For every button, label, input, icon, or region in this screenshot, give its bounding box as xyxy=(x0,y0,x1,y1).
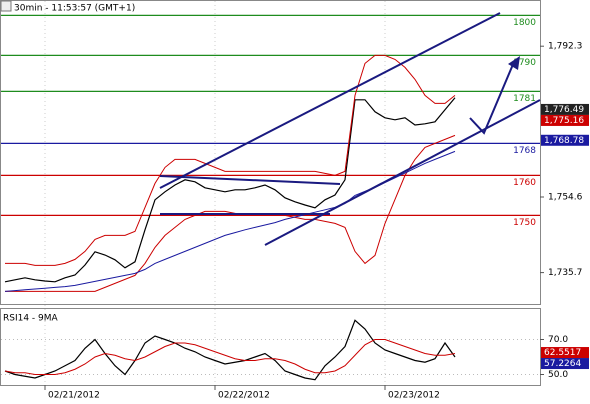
x-tick-label: 02/23/2012 xyxy=(388,391,440,401)
rsi-panel xyxy=(0,308,541,386)
x-tick-label: 02/21/2012 xyxy=(48,391,100,401)
price-tag-label: 1,768.78 xyxy=(544,136,584,146)
price-tag-label: 1,776.49 xyxy=(544,105,584,115)
y-tick-label: 1,754.6 xyxy=(548,193,583,203)
price-tag-label: 1,775.16 xyxy=(544,116,584,126)
y-tick-label: 1,735.7 xyxy=(548,268,582,278)
y-tick-label: 70.0 xyxy=(548,335,568,345)
trendline xyxy=(159,175,341,185)
arrow xyxy=(469,61,515,135)
level-label: 1800 xyxy=(513,18,536,28)
price-tag-label: 62.5517 xyxy=(544,348,581,358)
series-line xyxy=(4,319,456,381)
level-label: 1768 xyxy=(513,146,536,156)
price-tag xyxy=(541,358,589,370)
price-tag xyxy=(541,134,589,146)
series-line xyxy=(5,134,456,292)
price-tag xyxy=(541,103,589,115)
series-line xyxy=(4,339,456,375)
y-tick-label: 1,792.3 xyxy=(548,42,582,52)
price-tag xyxy=(541,347,589,359)
trendline xyxy=(159,12,501,189)
header-title: 30min - 11:53:57 (GMT+1) xyxy=(14,4,135,14)
price-tag-label: 57.2264 xyxy=(544,359,581,369)
trendline xyxy=(264,99,541,246)
level-label: 1790 xyxy=(513,58,536,68)
rsi-title: RSI14 - 9MA xyxy=(3,314,59,324)
arrow-head xyxy=(508,56,520,70)
y-tick-label: 50.0 xyxy=(548,370,568,380)
level-label: 1781 xyxy=(513,94,536,104)
series-line xyxy=(4,97,456,283)
series-line xyxy=(5,54,456,266)
icon xyxy=(0,0,12,12)
price-tag xyxy=(541,114,589,126)
level-label: 1750 xyxy=(513,218,536,228)
x-tick-label: 02/22/2012 xyxy=(218,391,270,401)
level-label: 1760 xyxy=(513,178,536,188)
main-panel xyxy=(0,0,541,305)
